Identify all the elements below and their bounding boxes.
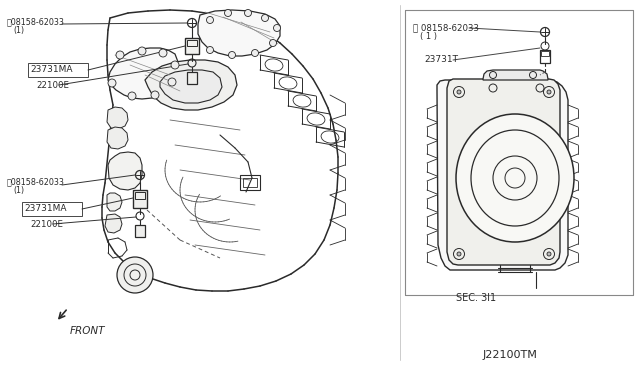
Text: Ⓐ08158-62033: Ⓐ08158-62033 (7, 17, 65, 26)
Circle shape (225, 10, 232, 16)
Circle shape (269, 39, 276, 46)
Text: 23731T: 23731T (424, 55, 458, 64)
Text: J22100TM: J22100TM (483, 350, 538, 360)
Circle shape (108, 79, 116, 87)
Text: Ⓑ 08158-62033: Ⓑ 08158-62033 (413, 23, 479, 32)
Circle shape (547, 252, 551, 256)
Circle shape (547, 90, 551, 94)
Polygon shape (198, 10, 280, 56)
Bar (185, 38, 199, 54)
Text: FRONT: FRONT (70, 326, 106, 336)
Bar (22, 202, 82, 216)
Bar (135, 192, 145, 199)
Circle shape (117, 257, 153, 293)
Circle shape (252, 49, 259, 57)
Circle shape (138, 47, 146, 55)
Circle shape (171, 61, 179, 69)
Polygon shape (437, 80, 568, 270)
Polygon shape (107, 193, 122, 211)
Polygon shape (145, 60, 237, 110)
Circle shape (116, 51, 124, 59)
Ellipse shape (456, 114, 574, 242)
Circle shape (457, 90, 461, 94)
Text: SEC. 3l1: SEC. 3l1 (456, 293, 496, 303)
Polygon shape (107, 107, 128, 129)
Circle shape (128, 92, 136, 100)
Bar (541, 51, 549, 56)
Circle shape (273, 25, 280, 32)
Bar (243, 178, 257, 187)
Bar (28, 63, 88, 77)
Bar (187, 72, 197, 84)
Text: (1): (1) (13, 26, 24, 35)
Text: (1): (1) (13, 186, 24, 195)
Text: ( 1 ): ( 1 ) (420, 32, 437, 41)
Circle shape (159, 49, 167, 57)
Polygon shape (160, 70, 222, 103)
Bar (187, 40, 197, 46)
Bar (133, 190, 147, 208)
Text: 23731MA: 23731MA (30, 65, 72, 74)
Polygon shape (108, 48, 178, 99)
Polygon shape (108, 152, 142, 190)
Bar (240, 175, 260, 190)
Circle shape (207, 16, 214, 23)
Circle shape (151, 91, 159, 99)
Polygon shape (107, 127, 128, 149)
Bar (540, 50, 550, 63)
Polygon shape (483, 70, 548, 80)
Text: 23731MA: 23731MA (24, 204, 67, 213)
Circle shape (168, 78, 176, 86)
Text: Ⓐ08158-62033: Ⓐ08158-62033 (7, 177, 65, 186)
Bar (135, 225, 145, 237)
Circle shape (262, 15, 269, 22)
Text: 22100E: 22100E (36, 81, 69, 90)
Circle shape (244, 10, 252, 16)
Polygon shape (105, 214, 122, 233)
Polygon shape (447, 79, 560, 265)
Circle shape (207, 46, 214, 54)
Circle shape (228, 51, 236, 58)
Circle shape (457, 252, 461, 256)
Text: 22100E: 22100E (30, 220, 63, 229)
